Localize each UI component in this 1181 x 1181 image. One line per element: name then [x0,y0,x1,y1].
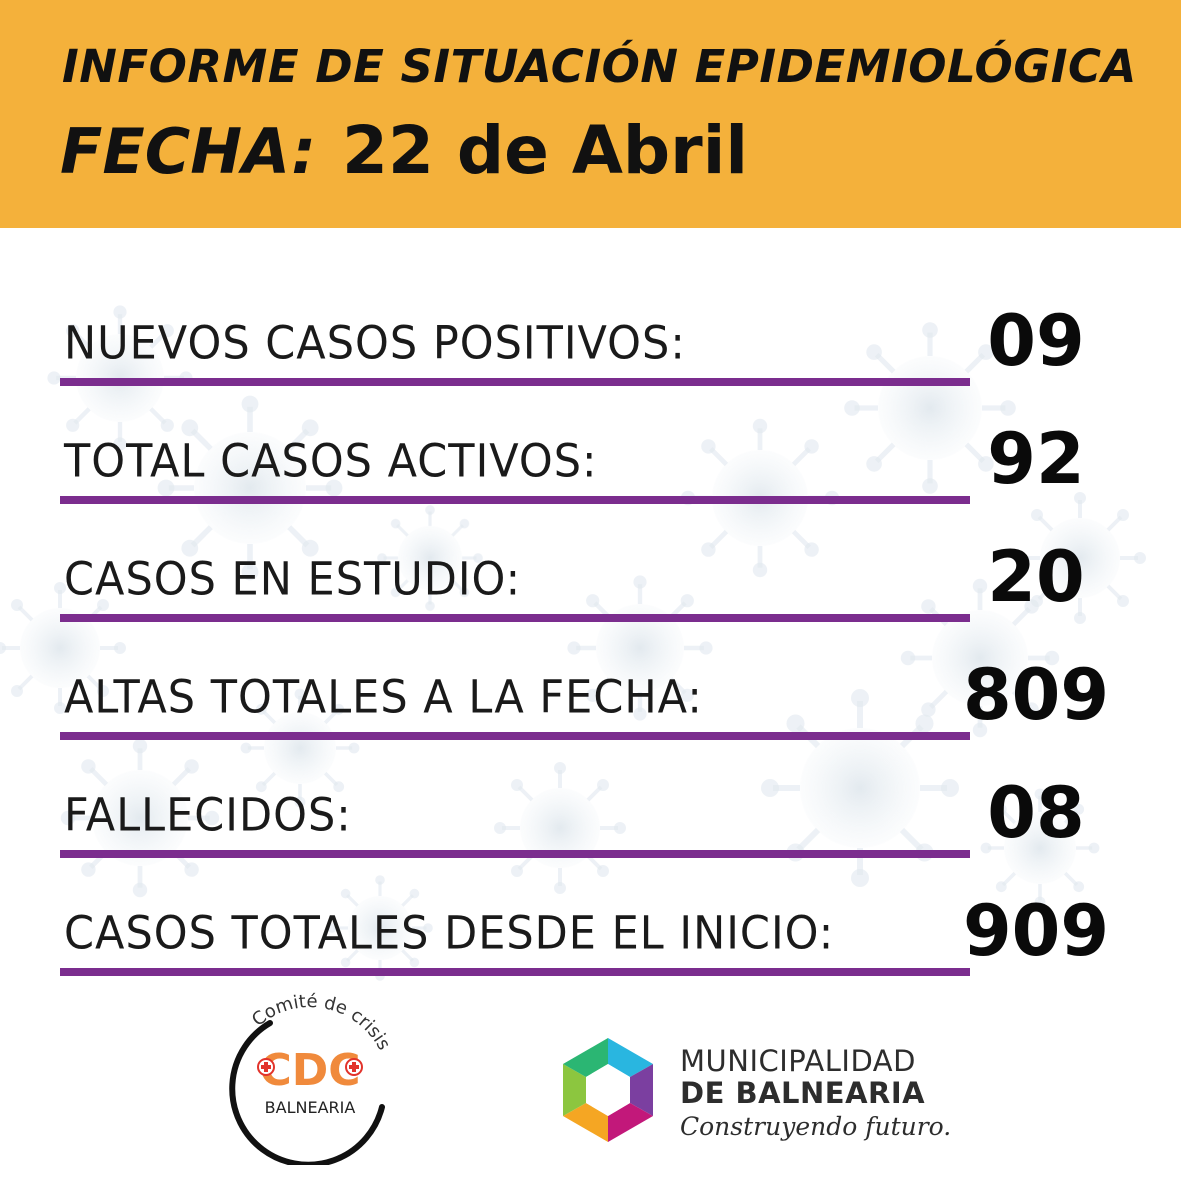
stat-underline [60,732,970,740]
stat-underline [60,968,970,976]
cdc-logo-ring [229,1020,385,1165]
stat-value: 09 [987,300,1085,382]
header-banner: INFORME DE SITUACIÓN EPIDEMIOLÓGICA FECH… [0,0,1181,228]
stat-value: 08 [987,772,1085,854]
stat-row-total-cases: CASOS TOTALES DESDE EL INICIO: 909 [0,858,1181,976]
municipality-logo: MUNICIPALIDAD DE BALNEARIA Construyendo … [548,1030,952,1150]
stat-label: NUEVOS CASOS POSITIVOS: [64,317,686,371]
municipality-name-line2: DE BALNEARIA [680,1076,926,1110]
red-cross-icon [257,1058,275,1076]
stat-value: 20 [987,536,1085,618]
municipality-slogan: Construyendo futuro. [680,1112,952,1141]
stat-label: TOTAL CASOS ACTIVOS: [64,435,598,489]
date-row: FECHA: 22 de Abril [60,112,748,189]
stat-row-active-cases: TOTAL CASOS ACTIVOS: 92 [0,386,1181,504]
stat-value: 92 [987,418,1085,500]
stat-label: CASOS TOTALES DESDE EL INICIO: [64,907,835,961]
stat-row-deaths: FALLECIDOS: 08 [0,740,1181,858]
stats-list: NUEVOS CASOS POSITIVOS: 09 TOTAL CASOS A… [0,228,1181,988]
stat-label: FALLECIDOS: [64,789,352,843]
stat-underline [60,378,970,386]
stat-row-total-discharges: ALTAS TOTALES A LA FECHA: 809 [0,622,1181,740]
stat-value: 909 [962,890,1110,972]
stat-row-cases-under-study: CASOS EN ESTUDIO: 20 [0,504,1181,622]
cdc-place: BALNEARIA [265,1098,356,1117]
stat-underline [60,496,970,504]
stat-label: CASOS EN ESTUDIO: [64,553,522,607]
red-cross-icon [345,1058,363,1076]
cdc-letters: CDC [259,1045,360,1096]
municipality-name-line1: MUNICIPALIDAD [680,1044,916,1078]
hexagon-emblem-icon [563,1038,653,1142]
stat-label: ALTAS TOTALES A LA FECHA: [64,671,703,725]
date-value: 22 de Abril [342,112,748,189]
cdc-logo: Comité de crisis CDC BALNEARIA [229,991,394,1165]
date-label: FECHA: [60,115,317,188]
stat-underline [60,850,970,858]
stat-row-new-cases: NUEVOS CASOS POSITIVOS: 09 [0,268,1181,386]
report-title: INFORME DE SITUACIÓN EPIDEMIOLÓGICA [62,40,1137,93]
stat-underline [60,614,970,622]
stat-value: 809 [962,654,1110,736]
